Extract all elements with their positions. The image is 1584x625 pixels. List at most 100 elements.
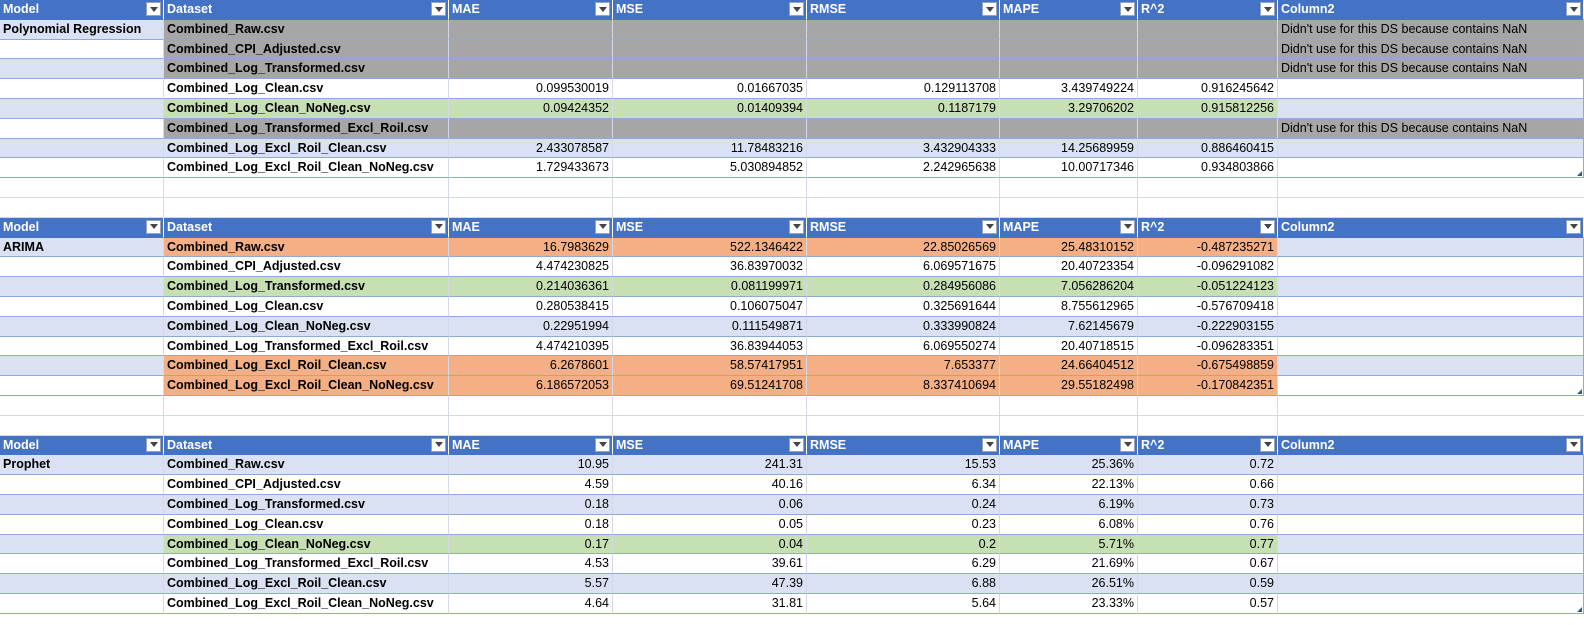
- mape-cell[interactable]: 14.25689959: [1000, 138, 1138, 159]
- note-cell[interactable]: [1278, 98, 1584, 119]
- rmse-cell[interactable]: 3.432904333: [807, 138, 1000, 159]
- column-header[interactable]: Column2: [1278, 217, 1584, 238]
- model-cell[interactable]: [0, 158, 164, 179]
- column-header[interactable]: MSE: [613, 217, 807, 238]
- filter-dropdown-icon[interactable]: [1260, 219, 1275, 234]
- r2-cell[interactable]: 0.57: [1138, 593, 1278, 614]
- mape-cell[interactable]: 3.29706202: [1000, 98, 1138, 119]
- column-header[interactable]: Column2: [1278, 435, 1584, 456]
- mape-cell[interactable]: 20.40718515: [1000, 336, 1138, 357]
- rmse-cell[interactable]: 6.34: [807, 475, 1000, 495]
- empty-cell[interactable]: [0, 415, 164, 436]
- mape-cell[interactable]: 10.00717346: [1000, 158, 1138, 179]
- column-header[interactable]: Model: [0, 435, 164, 456]
- r2-cell[interactable]: 0.66: [1138, 475, 1278, 495]
- note-cell[interactable]: Didn't use for this DS because contains …: [1278, 39, 1584, 60]
- empty-cell[interactable]: [449, 178, 613, 198]
- dataset-cell[interactable]: Combined_Log_Transformed.csv: [164, 277, 449, 297]
- note-cell[interactable]: [1278, 356, 1584, 377]
- mae-cell[interactable]: 0.18: [449, 514, 613, 535]
- mse-cell[interactable]: 0.04: [613, 534, 807, 555]
- dataset-cell[interactable]: Combined_Raw.csv: [164, 237, 449, 258]
- column-header[interactable]: RMSE: [807, 0, 1000, 20]
- dataset-cell[interactable]: Combined_Raw.csv: [164, 19, 449, 40]
- filter-dropdown-icon[interactable]: [982, 437, 997, 452]
- r2-cell[interactable]: 0.72: [1138, 455, 1278, 476]
- rmse-cell[interactable]: 0.24: [807, 494, 1000, 515]
- note-cell[interactable]: Didn't use for this DS because contains …: [1278, 118, 1584, 139]
- mape-cell[interactable]: 25.48310152: [1000, 237, 1138, 258]
- filter-dropdown-icon[interactable]: [1566, 219, 1581, 234]
- r2-cell[interactable]: 0.59: [1138, 574, 1278, 594]
- column-header[interactable]: MAE: [449, 0, 613, 20]
- empty-cell[interactable]: [449, 395, 613, 416]
- empty-cell[interactable]: [449, 415, 613, 436]
- model-cell[interactable]: [0, 59, 164, 80]
- column-header[interactable]: MAE: [449, 435, 613, 456]
- mae-cell[interactable]: 4.53: [449, 554, 613, 575]
- column-header[interactable]: MAE: [449, 217, 613, 238]
- mape-cell[interactable]: 23.33%: [1000, 593, 1138, 614]
- empty-cell[interactable]: [164, 197, 449, 218]
- r2-cell[interactable]: [1138, 19, 1278, 40]
- model-cell[interactable]: [0, 534, 164, 555]
- note-cell[interactable]: Didn't use for this DS because contains …: [1278, 59, 1584, 80]
- rmse-cell[interactable]: 0.129113708: [807, 79, 1000, 99]
- mape-cell[interactable]: [1000, 59, 1138, 80]
- column-header[interactable]: Model: [0, 217, 164, 238]
- empty-cell[interactable]: [164, 415, 449, 436]
- column-header[interactable]: RMSE: [807, 217, 1000, 238]
- mae-cell[interactable]: 16.7983629: [449, 237, 613, 258]
- r2-cell[interactable]: 0.934803866: [1138, 158, 1278, 179]
- rmse-cell[interactable]: 6.069571675: [807, 257, 1000, 278]
- r2-cell[interactable]: -0.576709418: [1138, 296, 1278, 317]
- note-cell[interactable]: [1278, 79, 1584, 99]
- r2-cell[interactable]: [1138, 39, 1278, 60]
- model-cell[interactable]: [0, 257, 164, 278]
- empty-cell[interactable]: [807, 415, 1000, 436]
- mape-cell[interactable]: 29.55182498: [1000, 376, 1138, 396]
- dataset-cell[interactable]: Combined_Log_Excl_Roil_Clean_NoNeg.csv: [164, 593, 449, 614]
- model-cell[interactable]: [0, 475, 164, 495]
- rmse-cell[interactable]: 6.069550274: [807, 336, 1000, 357]
- column-header[interactable]: MSE: [613, 435, 807, 456]
- mae-cell[interactable]: 1.729433673: [449, 158, 613, 179]
- mse-cell[interactable]: 0.01667035: [613, 79, 807, 99]
- dataset-cell[interactable]: Combined_Log_Transformed_Excl_Roil.csv: [164, 554, 449, 575]
- dataset-cell[interactable]: Combined_CPI_Adjusted.csv: [164, 257, 449, 278]
- empty-cell[interactable]: [0, 178, 164, 198]
- filter-dropdown-icon[interactable]: [595, 219, 610, 234]
- note-cell[interactable]: [1278, 296, 1584, 317]
- mae-cell[interactable]: 5.57: [449, 574, 613, 594]
- mse-cell[interactable]: 36.83944053: [613, 336, 807, 357]
- rmse-cell[interactable]: 2.242965638: [807, 158, 1000, 179]
- column-header[interactable]: MSE: [613, 0, 807, 20]
- mse-cell[interactable]: 0.05: [613, 514, 807, 535]
- model-cell[interactable]: Prophet: [0, 455, 164, 476]
- empty-cell[interactable]: [807, 178, 1000, 198]
- rmse-cell[interactable]: 5.64: [807, 593, 1000, 614]
- dataset-cell[interactable]: Combined_Log_Excl_Roil_Clean.csv: [164, 574, 449, 594]
- dataset-cell[interactable]: Combined_Log_Clean_NoNeg.csv: [164, 98, 449, 119]
- mae-cell[interactable]: 4.474230825: [449, 257, 613, 278]
- rmse-cell[interactable]: 0.1187179: [807, 98, 1000, 119]
- rmse-cell[interactable]: 22.85026569: [807, 237, 1000, 258]
- note-cell[interactable]: [1278, 593, 1584, 614]
- dataset-cell[interactable]: Combined_Log_Clean.csv: [164, 296, 449, 317]
- model-cell[interactable]: [0, 138, 164, 159]
- table-resize-handle-icon[interactable]: [1577, 388, 1582, 394]
- column-header[interactable]: R^2: [1138, 0, 1278, 20]
- empty-cell[interactable]: [1000, 395, 1138, 416]
- rmse-cell[interactable]: 7.653377: [807, 356, 1000, 377]
- empty-cell[interactable]: [1138, 395, 1278, 416]
- dataset-cell[interactable]: Combined_Log_Excl_Roil_Clean.csv: [164, 356, 449, 377]
- filter-dropdown-icon[interactable]: [146, 2, 161, 16]
- empty-cell[interactable]: [1278, 395, 1584, 416]
- mse-cell[interactable]: [613, 59, 807, 80]
- rmse-cell[interactable]: 0.325691644: [807, 296, 1000, 317]
- r2-cell[interactable]: [1138, 59, 1278, 80]
- note-cell[interactable]: [1278, 316, 1584, 337]
- note-cell[interactable]: [1278, 277, 1584, 297]
- mae-cell[interactable]: 6.186572053: [449, 376, 613, 396]
- mae-cell[interactable]: 0.18: [449, 494, 613, 515]
